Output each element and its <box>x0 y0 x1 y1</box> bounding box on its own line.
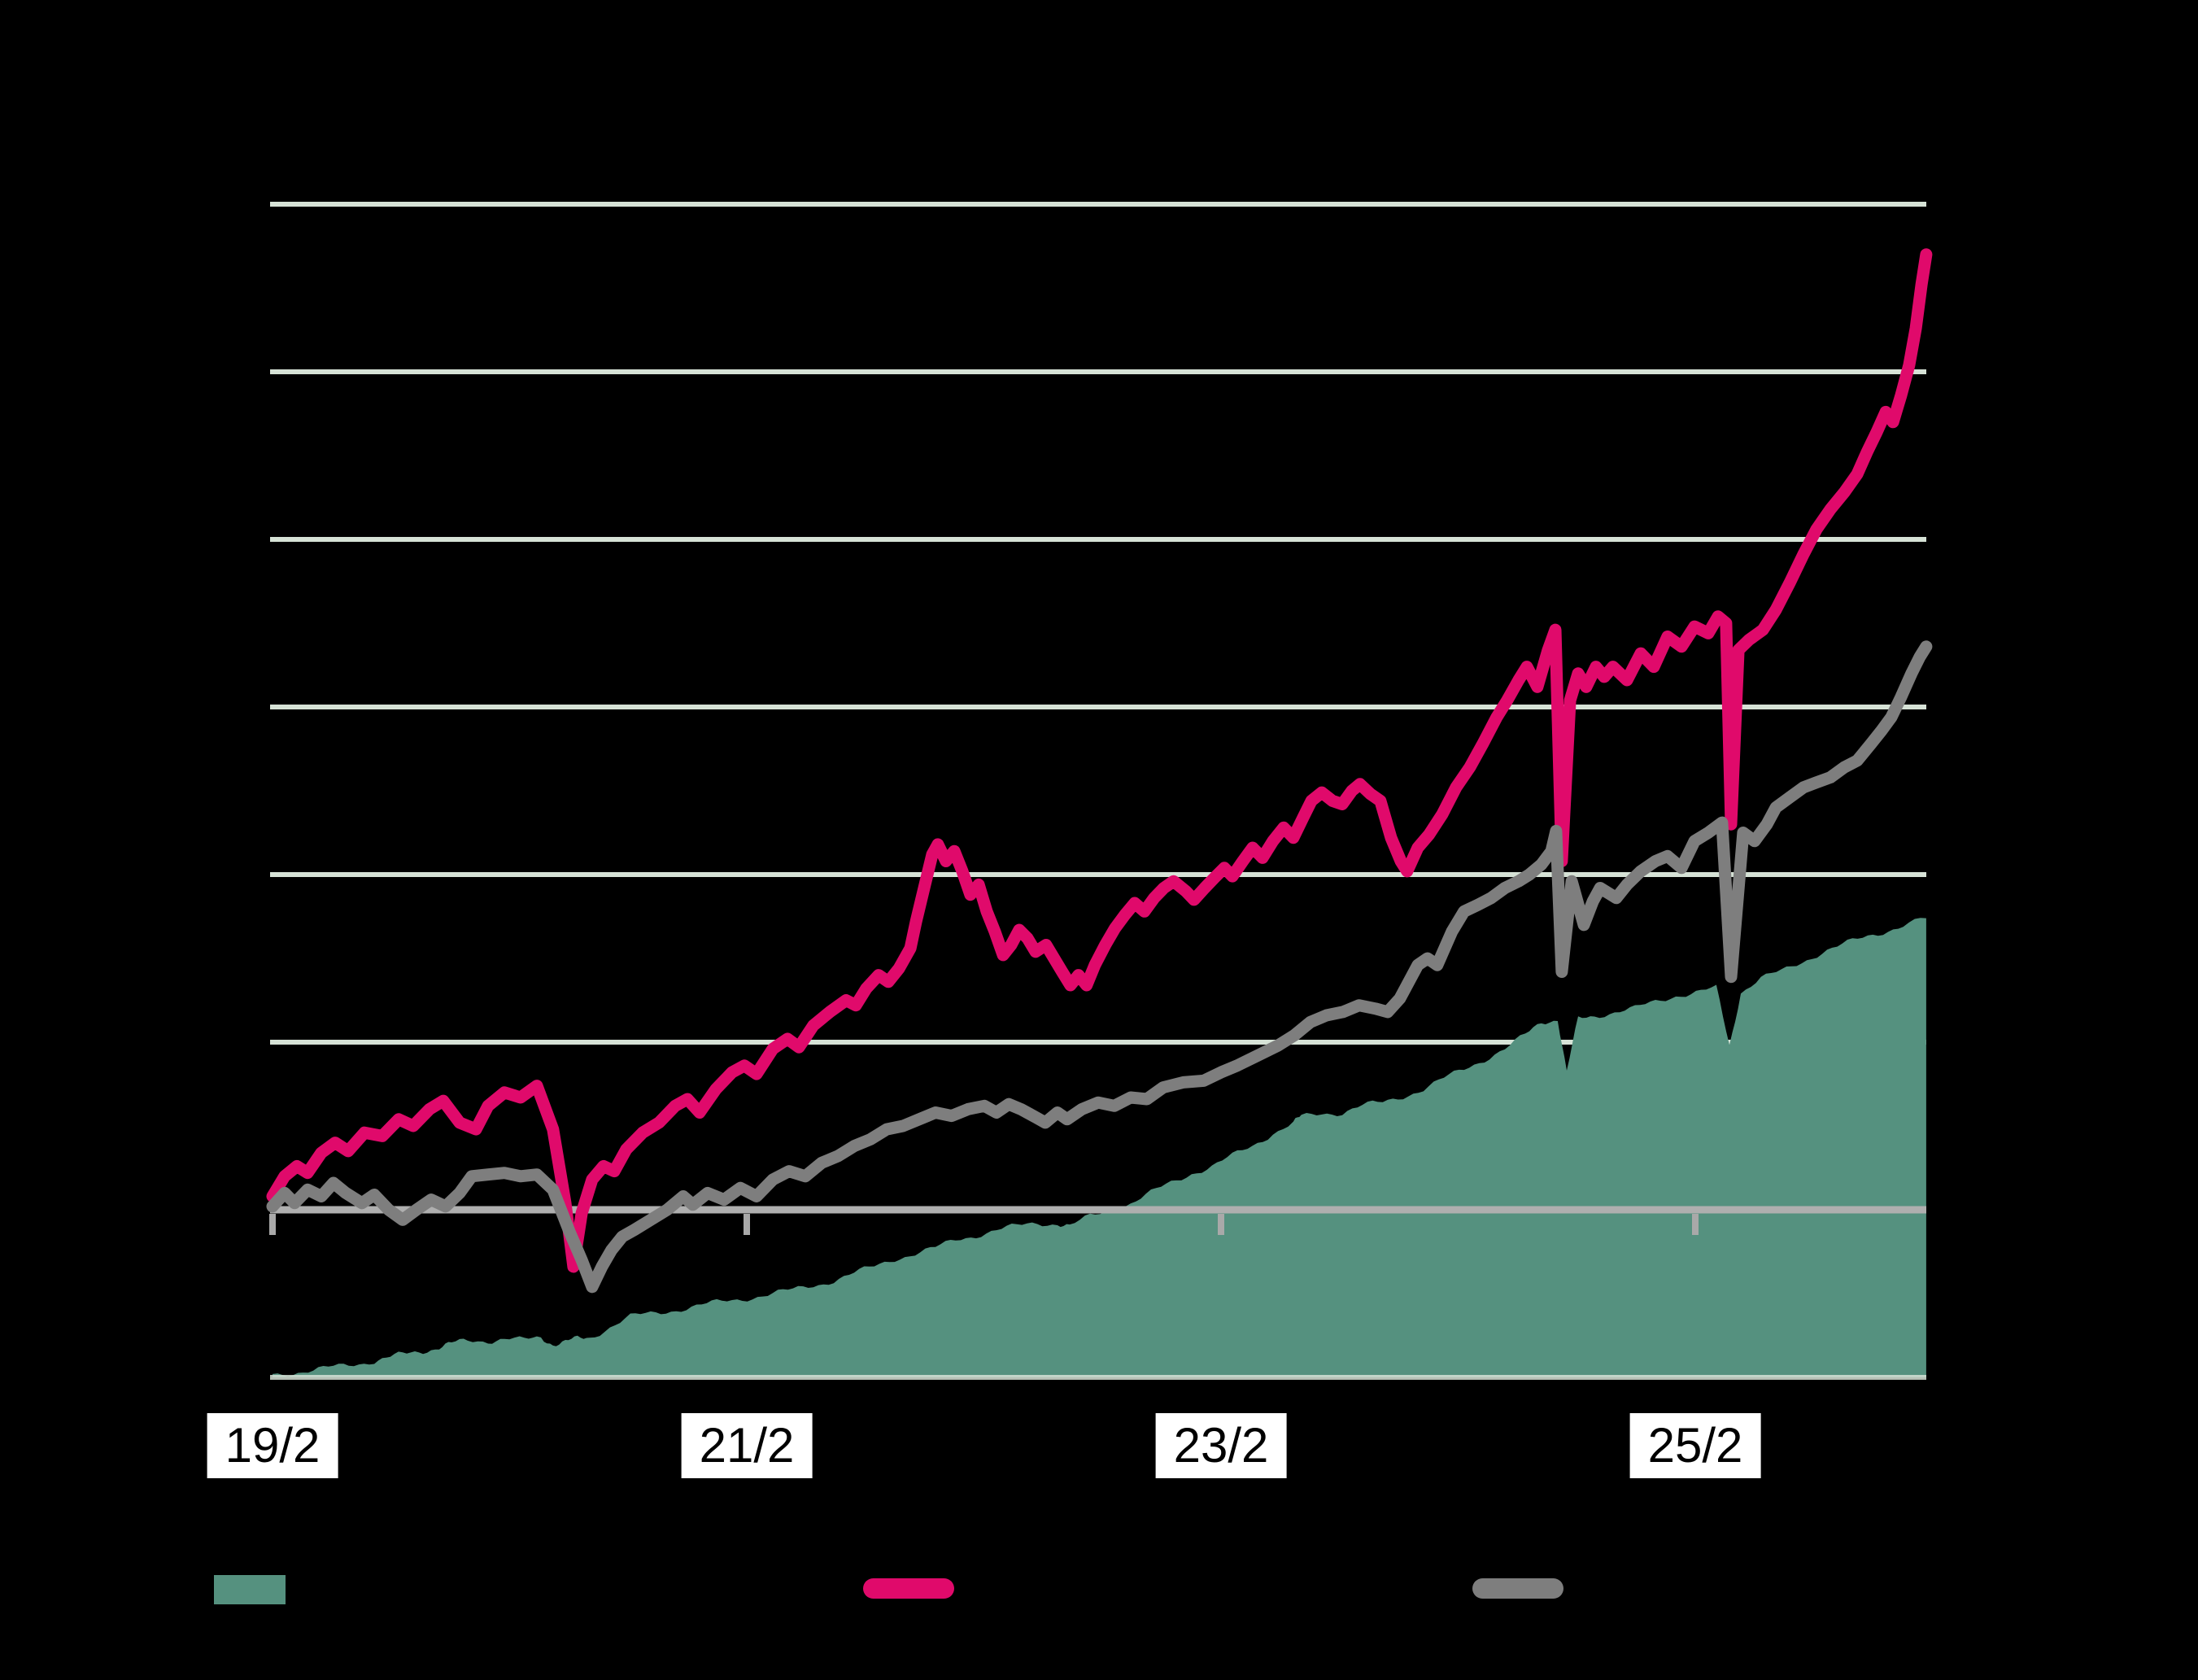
area-series <box>273 918 1926 1377</box>
line-series-2 <box>266 640 1933 1294</box>
x-tick-label-21-2: 21/2 <box>681 1413 813 1478</box>
legend-item-line1 <box>863 1578 977 1599</box>
line-series-1-swatch-icon <box>863 1578 954 1599</box>
legend-item-area <box>214 1575 308 1604</box>
line-series-2-swatch-icon <box>1472 1578 1563 1599</box>
area-series-swatch-icon <box>214 1575 286 1604</box>
legend-item-line2 <box>1472 1578 1586 1599</box>
line-series-1 <box>266 248 1933 1273</box>
gridlines <box>270 202 1926 1045</box>
x-tick-label-19-2: 19/2 <box>207 1413 338 1478</box>
x-axis-ticks <box>269 1214 1699 1235</box>
x-tick-label-25-2: 25/2 <box>1629 1413 1761 1478</box>
x-tick-label-23-2: 23/2 <box>1155 1413 1287 1478</box>
